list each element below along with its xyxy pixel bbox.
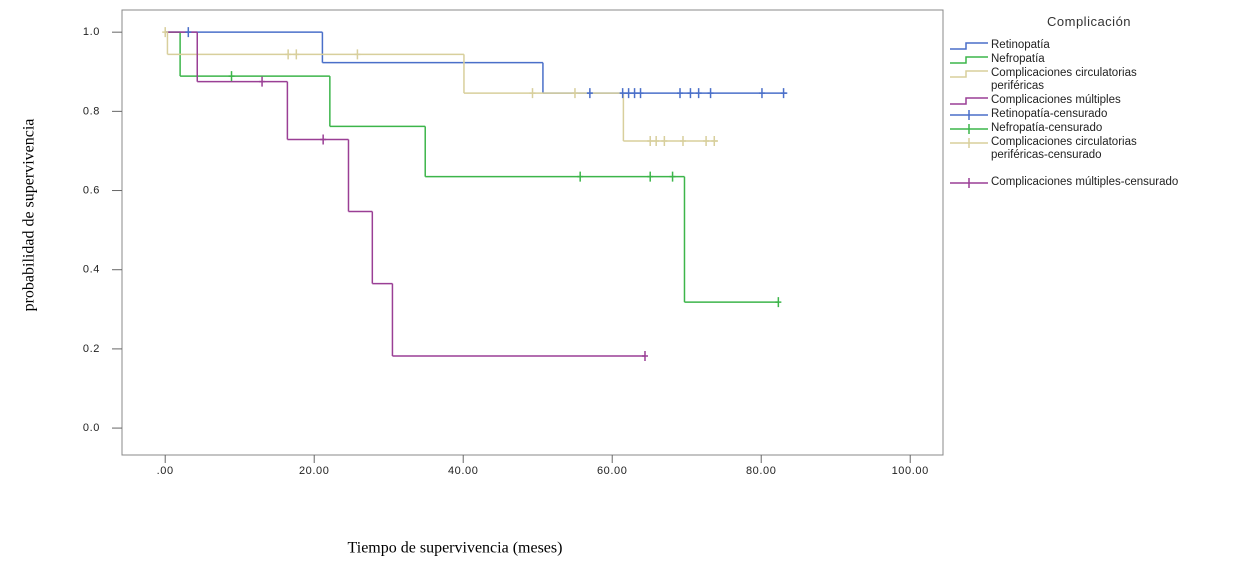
censor-mark (775, 297, 782, 308)
censor-mark (641, 351, 648, 362)
x-tick-label: 100.00 (892, 465, 929, 477)
y-tick-label: 0.2 (83, 343, 100, 355)
censor-mark (259, 76, 266, 87)
legend-label: Retinopatía-censurado (991, 108, 1108, 120)
x-tick-label: .00 (157, 465, 174, 477)
x-tick-label: 20.00 (299, 465, 330, 477)
x-axis-title: Tiempo de supervivencia (meses) (348, 540, 563, 557)
y-tick-label: 0.8 (83, 105, 100, 117)
legend-symbol (950, 97, 988, 105)
censor-mark (711, 136, 718, 147)
y-axis-title: probabilidad de supervivencia (21, 119, 38, 312)
y-tick-label: 0.0 (83, 422, 100, 434)
legend-symbol (950, 42, 988, 50)
censor-mark (577, 171, 584, 182)
censor-mark (625, 88, 632, 99)
plot-frame (121, 9, 944, 456)
legend-title: Complicación (1047, 14, 1132, 29)
legend-symbol (950, 56, 988, 64)
y-tick-label: 0.6 (83, 184, 100, 196)
y-tick-label: 1.0 (83, 26, 100, 38)
legend-label: Nefropatía (991, 53, 1045, 65)
censor-mark (703, 136, 710, 147)
censor-mark (653, 136, 660, 147)
y-tick-label: 0.4 (83, 264, 100, 276)
censor-mark (586, 88, 593, 99)
censor-mark (637, 88, 644, 99)
legend-label: Complicaciones circulatorias periféricas… (991, 136, 1137, 161)
censor-mark (679, 136, 686, 147)
censor-mark (707, 88, 714, 99)
censor-mark (687, 88, 694, 99)
censor-mark (631, 88, 638, 99)
legend-label: Nefropatía-censurado (991, 122, 1103, 134)
censor-mark (228, 71, 235, 82)
censor-mark (695, 88, 702, 99)
censor-mark (669, 171, 676, 182)
legend-label: Complicaciones múltiples (991, 94, 1121, 106)
legend-label: Complicaciones circulatorias periféricas (991, 67, 1137, 92)
legend-label: Complicaciones múltiples-censurado (991, 176, 1179, 188)
censor-mark (571, 88, 578, 99)
censor-mark (185, 27, 192, 38)
legend-symbol (950, 178, 988, 188)
censor-mark (758, 88, 765, 99)
censor-mark (285, 49, 292, 60)
censor-mark (162, 27, 169, 38)
censor-mark (647, 136, 654, 147)
censor-mark (354, 49, 361, 60)
censor-mark (619, 88, 626, 99)
censor-mark (677, 88, 684, 99)
censor-mark (647, 171, 654, 182)
legend-symbol (950, 110, 988, 120)
censor-mark (661, 136, 668, 147)
censor-mark (320, 134, 327, 145)
legend-symbol (950, 124, 988, 134)
legend-symbol (950, 70, 988, 78)
legend-label: Retinopatía (991, 39, 1050, 51)
legend-symbol (950, 138, 988, 148)
x-tick-label: 60.00 (597, 465, 628, 477)
censor-mark (529, 88, 536, 99)
censor-mark (780, 88, 787, 99)
x-tick-label: 80.00 (746, 465, 777, 477)
x-tick-label: 40.00 (448, 465, 479, 477)
censor-mark (293, 49, 300, 60)
